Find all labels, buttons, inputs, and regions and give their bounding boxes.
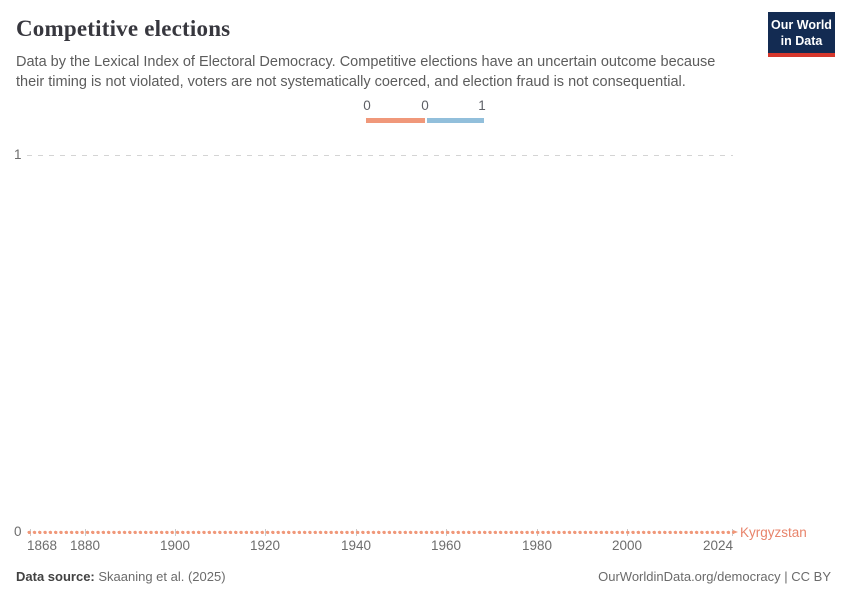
legend-bin-zero[interactable]	[366, 118, 425, 123]
chart-subtitle: Data by the Lexical Index of Electoral D…	[16, 54, 716, 90]
legend-bar	[366, 118, 484, 123]
x-axis: 1868 1880 1900 1920 1940 1960 1980 2000 …	[0, 538, 850, 554]
series-line-end-arrow	[733, 530, 738, 534]
entity-label-kyrgyzstan[interactable]: Kyrgyzstan	[740, 525, 807, 540]
data-source-label: Data source:	[16, 569, 95, 584]
x-axis-tick-label: 1880	[69, 538, 101, 553]
legend-tick-labels: 0 0 1	[363, 98, 486, 115]
data-source-value: Skaaning et al. (2025)	[94, 569, 226, 584]
footer-link[interactable]: OurWorldinData.org/democracy | CC BY	[598, 569, 831, 584]
legend-bin-one[interactable]	[427, 118, 484, 123]
gridline-y1	[27, 155, 733, 156]
x-axis-tick-label: 1980	[521, 538, 553, 553]
x-axis-tick-label: 1900	[159, 538, 191, 553]
owid-logo-line1: Our World	[771, 18, 832, 32]
color-scale-legend: 0 0 1	[363, 98, 486, 123]
data-source: Data source: Skaaning et al. (2025)	[16, 569, 226, 584]
x-axis-tick-label: 2000	[611, 538, 643, 553]
page-title: Competitive elections	[16, 16, 231, 41]
x-axis-tick-label: 1868	[26, 538, 58, 553]
owid-logo-line2: in Data	[780, 33, 823, 48]
x-axis-tick-label: 2024	[702, 538, 734, 553]
legend-tick-0: 0	[363, 98, 371, 113]
x-axis-tick-label: 1920	[249, 538, 281, 553]
legend-tick-2: 1	[478, 98, 486, 113]
y-axis-tick-1: 1	[14, 147, 22, 162]
y-axis-tick-0: 0	[14, 524, 22, 539]
x-axis-tick-label: 1940	[340, 538, 372, 553]
owid-logo[interactable]: Our World in Data	[768, 12, 835, 58]
legend-tick-1: 0	[421, 98, 429, 113]
x-axis-tick-label: 1960	[430, 538, 462, 553]
kyrgyzstan-series-line[interactable]	[27, 530, 734, 535]
